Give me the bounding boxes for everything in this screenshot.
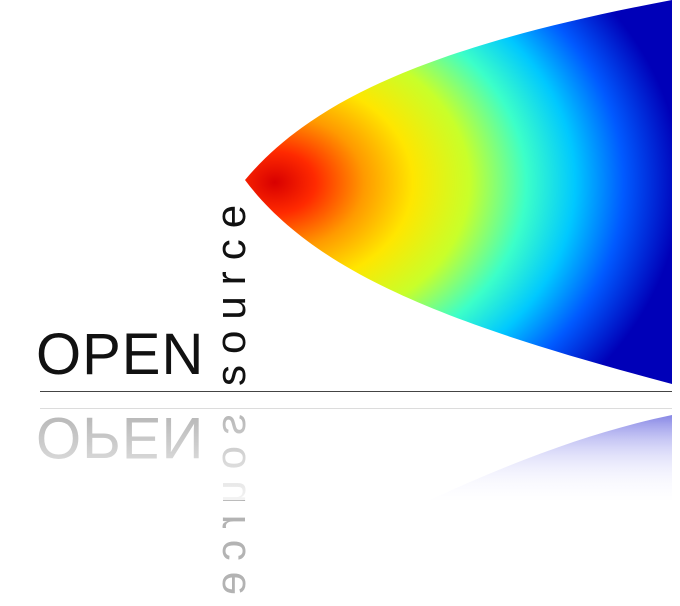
logo-reflection-open: OPEN xyxy=(36,405,205,470)
plume-reflection xyxy=(430,415,672,500)
logo-word-open: OPEN xyxy=(36,322,205,387)
logo-word-source: source xyxy=(207,193,254,386)
baseline-rule xyxy=(40,391,672,392)
plume-shape xyxy=(245,0,672,384)
logo-reflection-source: source xyxy=(207,414,254,606)
